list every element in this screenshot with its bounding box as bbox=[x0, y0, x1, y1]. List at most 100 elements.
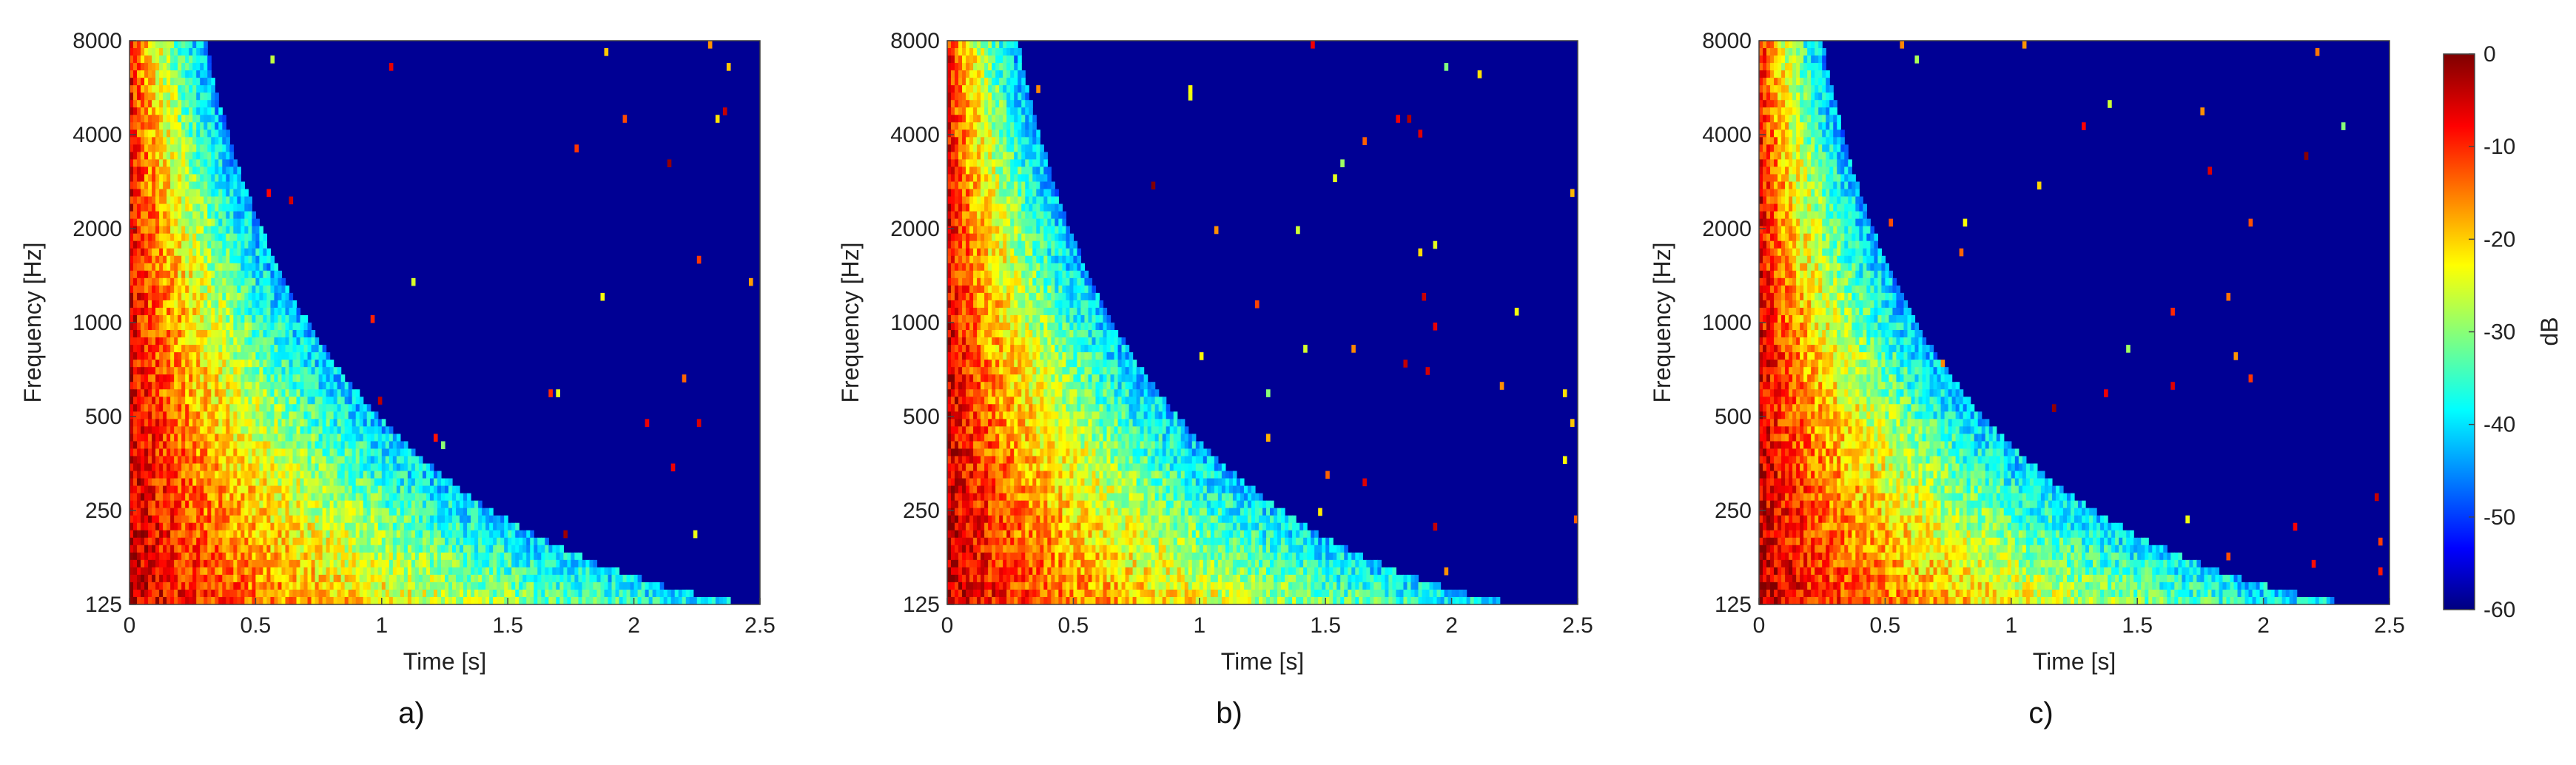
heatmap-cell bbox=[141, 263, 145, 272]
heatmap-cell bbox=[204, 441, 208, 450]
heatmap-cell bbox=[148, 63, 152, 71]
heatmap-cell bbox=[211, 211, 215, 220]
heatmap-cell bbox=[374, 411, 379, 419]
heatmap-cell bbox=[148, 181, 152, 190]
heatmap-cell bbox=[958, 48, 963, 56]
heatmap-cell bbox=[992, 152, 996, 161]
heatmap-cell bbox=[333, 537, 338, 546]
heatmap-cell bbox=[222, 137, 226, 145]
heatmap-cell bbox=[170, 411, 175, 419]
heatmap-cell bbox=[292, 508, 297, 516]
heatmap-cell bbox=[204, 382, 208, 390]
heatmap-cell bbox=[181, 78, 186, 86]
heatmap-cell bbox=[992, 107, 996, 115]
heatmap-cell bbox=[200, 211, 204, 220]
heatmap-cell bbox=[1025, 115, 1029, 123]
heatmap-cell bbox=[204, 166, 208, 175]
heatmap-cell bbox=[181, 337, 186, 346]
heatmap-cell bbox=[352, 567, 357, 576]
heatmap-cell bbox=[385, 567, 390, 576]
heatmap-cell bbox=[493, 589, 497, 598]
heatmap-cell bbox=[977, 100, 981, 108]
heatmap-cell bbox=[440, 522, 445, 531]
heatmap-cell bbox=[222, 485, 226, 494]
heatmap-cell bbox=[289, 545, 294, 553]
heatmap-cell bbox=[237, 485, 241, 494]
heatmap-cell bbox=[366, 522, 371, 531]
heatmap-cell bbox=[170, 382, 175, 390]
heatmap-cell bbox=[411, 545, 416, 553]
heatmap-cell bbox=[366, 500, 371, 509]
heatmap-cell bbox=[966, 48, 970, 56]
heatmap-cell bbox=[222, 559, 226, 568]
heatmap-cell bbox=[311, 345, 316, 353]
heatmap-cell bbox=[207, 330, 212, 338]
heatmap-cell bbox=[526, 552, 531, 561]
heatmap-cell bbox=[292, 337, 297, 346]
heatmap-cell bbox=[289, 448, 294, 457]
heatmap-cell bbox=[215, 582, 219, 590]
heatmap-cell bbox=[196, 545, 201, 553]
heatmap-cell bbox=[460, 582, 464, 590]
heatmap-cell bbox=[130, 485, 134, 494]
heatmap-cell bbox=[403, 448, 408, 457]
heatmap-cell bbox=[519, 567, 523, 576]
heatmap-cell bbox=[178, 226, 182, 235]
heatmap-cell bbox=[252, 456, 256, 465]
heatmap-cell bbox=[337, 530, 342, 539]
heatmap-cell bbox=[958, 144, 963, 152]
heatmap-cell bbox=[318, 522, 323, 531]
heatmap-cell bbox=[241, 300, 245, 309]
heatmap-cell bbox=[211, 337, 215, 346]
heatmap-cell bbox=[207, 485, 212, 494]
heatmap-cell bbox=[255, 337, 260, 346]
heatmap-cell bbox=[167, 48, 171, 56]
heatmap-cell bbox=[167, 323, 171, 331]
heatmap-cell bbox=[252, 567, 256, 576]
heatmap-cell bbox=[1018, 70, 1022, 78]
heatmap-cell bbox=[493, 596, 497, 605]
heatmap-cell bbox=[433, 545, 438, 553]
heatmap-cell bbox=[630, 582, 635, 590]
heatmap-cell bbox=[958, 63, 963, 71]
heatmap-cell bbox=[141, 360, 145, 368]
heatmap-cell bbox=[296, 559, 301, 568]
heatmap-cell bbox=[226, 574, 230, 583]
heatmap-cell bbox=[381, 515, 386, 524]
heatmap-cell bbox=[322, 515, 327, 524]
heatmap-cell bbox=[1006, 152, 1011, 161]
heatmap-cell bbox=[178, 508, 182, 516]
heatmap-cell bbox=[248, 500, 252, 509]
heatmap-cell bbox=[641, 582, 646, 590]
heatmap-cell bbox=[133, 189, 138, 198]
heatmap-cell bbox=[130, 411, 134, 419]
heatmap-cell bbox=[133, 352, 138, 360]
heatmap-cell bbox=[196, 166, 201, 175]
heatmap-cell bbox=[255, 360, 260, 368]
heatmap-cell bbox=[303, 360, 309, 368]
heatmap-cell bbox=[374, 478, 379, 487]
heatmap-cell bbox=[204, 485, 208, 494]
heatmap-cell bbox=[137, 478, 141, 487]
heatmap-cell bbox=[130, 463, 134, 472]
heatmap-cell bbox=[266, 300, 272, 309]
heatmap-cell bbox=[185, 426, 189, 434]
heatmap-cell bbox=[174, 337, 178, 346]
heatmap-cell bbox=[215, 596, 219, 605]
heatmap-cell bbox=[204, 574, 208, 583]
heatmap-cell bbox=[414, 508, 420, 516]
heatmap-cell bbox=[281, 537, 286, 546]
heatmap-cell bbox=[237, 360, 241, 368]
heatmap-cell bbox=[141, 559, 145, 568]
heatmap-cell bbox=[133, 397, 138, 405]
heatmap-cell bbox=[207, 218, 212, 227]
heatmap-cell bbox=[311, 360, 316, 368]
heatmap-cell bbox=[170, 596, 175, 605]
heatmap-cell bbox=[474, 582, 479, 590]
heatmap-cell bbox=[285, 552, 290, 561]
heatmap-cell bbox=[137, 41, 141, 49]
heatmap-cell bbox=[329, 500, 334, 509]
heatmap-cell bbox=[196, 248, 201, 257]
heatmap-cell bbox=[311, 485, 316, 494]
heatmap-cell bbox=[663, 589, 668, 598]
